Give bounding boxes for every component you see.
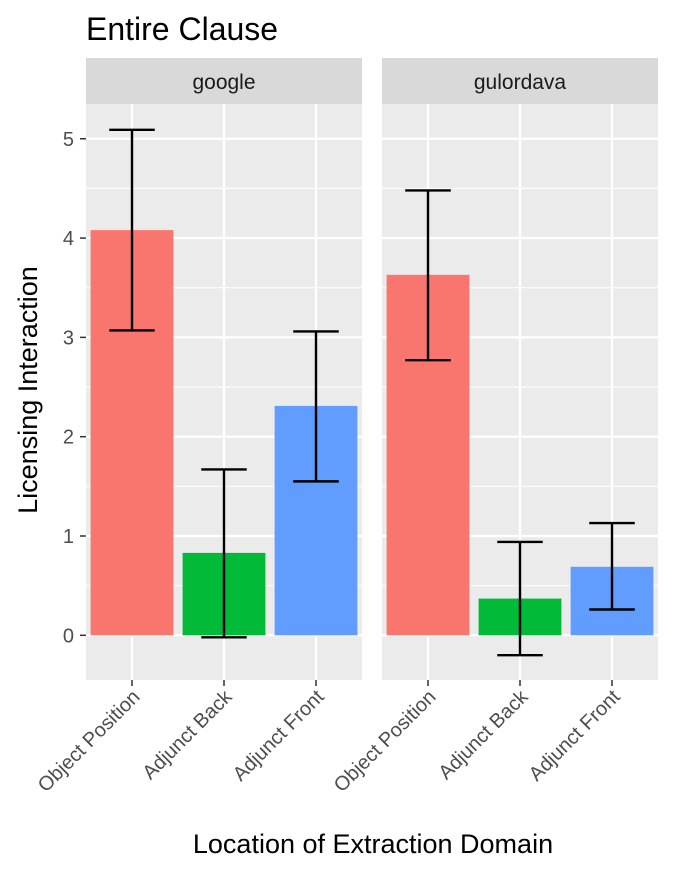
y-axis-title: Licensing Interaction <box>13 266 43 514</box>
x-tick-label: Object Position <box>330 686 441 797</box>
x-tick-label: Adjunct Front <box>525 686 625 786</box>
facet-strip <box>382 58 658 104</box>
error-bar <box>201 468 247 639</box>
x-tick-label: Adjunct Back <box>434 685 533 784</box>
x-tick-label: Adjunct Front <box>229 686 329 786</box>
y-tick-label: 4 <box>63 228 74 250</box>
x-tick-label: Adjunct Back <box>138 685 237 784</box>
error-bar <box>405 189 451 362</box>
y-tick-label: 2 <box>63 427 74 449</box>
y-tick-label: 5 <box>63 129 74 151</box>
y-axis: 0 1 2 3 4 5 <box>63 129 86 647</box>
y-tick-label: 0 <box>63 625 74 647</box>
error-bar <box>497 540 543 657</box>
facet-strip-label: google <box>192 71 255 94</box>
error-bar <box>109 128 155 332</box>
facet-strip <box>86 58 362 104</box>
facet-strip-label: gulordava <box>474 71 567 94</box>
y-tick-label: 3 <box>63 327 74 349</box>
error-bar <box>589 521 635 611</box>
chart-title: Entire Clause <box>86 11 278 47</box>
x-tick-label: Object Position <box>34 686 145 797</box>
y-tick-label: 1 <box>63 526 74 548</box>
x-axis-title: Location of Extraction Domain <box>193 829 553 859</box>
error-bar <box>293 330 339 483</box>
